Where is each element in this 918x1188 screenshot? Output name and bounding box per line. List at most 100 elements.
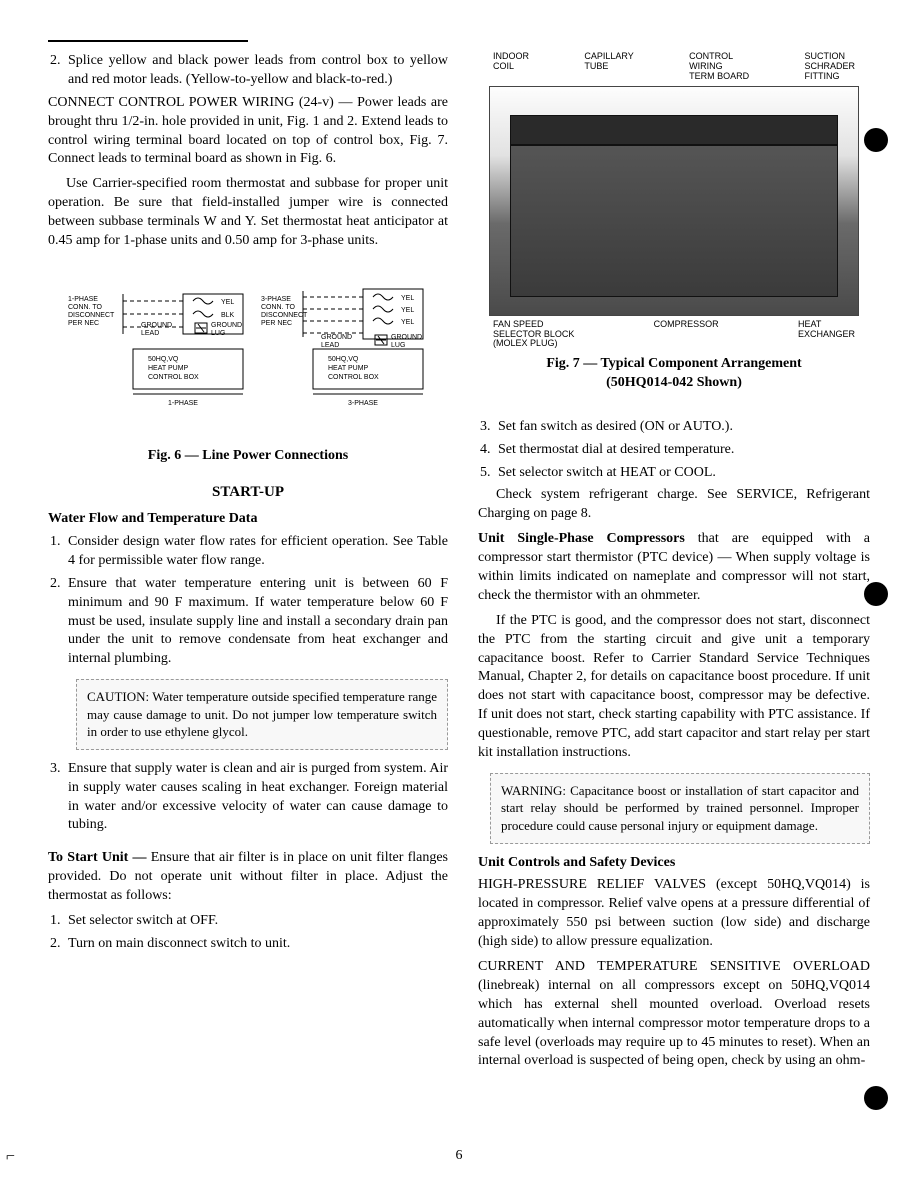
wiring-diagram: YEL BLK 1-PHASE CONN. TO DISCONNECT PER … [63, 279, 433, 439]
svg-text:50HQ,VQ: 50HQ,VQ [328, 356, 359, 363]
warning-box: WARNING: Capacitance boost or installati… [490, 773, 870, 844]
list-item: 5. Set selector switch at HEAT or COOL. [478, 464, 870, 483]
startup-heading: START-UP [48, 482, 448, 502]
svg-text:YEL: YEL [401, 295, 414, 302]
svg-text:CONTROL BOX: CONTROL BOX [328, 374, 379, 381]
to-start-paragraph: To Start Unit — Ensure that air filter i… [48, 849, 448, 906]
svg-text:PER NEC: PER NEC [261, 320, 292, 327]
svg-text:GROUND: GROUND [321, 334, 352, 341]
svg-text:3-PHASE: 3-PHASE [348, 400, 378, 407]
list-text: Splice yellow and black power leads from… [68, 52, 448, 90]
callout: FAN SPEEDSELECTOR BLOCK(MOLEX PLUG) [493, 320, 574, 350]
list-text: Set thermostat dial at desired temperatu… [498, 441, 870, 460]
list-text: Ensure that water temperature entering u… [68, 575, 448, 669]
figure-7-top-callouts: INDOORCOIL CAPILLARYTUBE CONTROLWIRINGTE… [489, 52, 859, 86]
list-text: Set selector switch at HEAT or COOL. [498, 464, 870, 483]
list-number: 3. [48, 760, 68, 836]
svg-text:3-PHASE: 3-PHASE [261, 296, 291, 303]
left-column: 2. Splice yellow and black power leads f… [48, 52, 448, 1077]
svg-text:DISCONNECT: DISCONNECT [261, 312, 308, 319]
svg-text:50HQ,VQ: 50HQ,VQ [148, 356, 179, 363]
list-number: 5. [478, 464, 498, 483]
figure-7-photo [489, 86, 859, 316]
list-item: 1. Set selector switch at OFF. [48, 912, 448, 931]
list-number: 1. [48, 912, 68, 931]
callout-text: CAPILLARYTUBE [584, 51, 633, 71]
svg-text:CONTROL BOX: CONTROL BOX [148, 374, 199, 381]
callout: CONTROLWIRINGTERM BOARD [689, 52, 749, 82]
svg-text:1-PHASE: 1-PHASE [168, 400, 198, 407]
two-column-layout: 2. Splice yellow and black power leads f… [48, 52, 870, 1077]
svg-text:YEL: YEL [221, 299, 234, 306]
punch-hole-marker [864, 128, 888, 152]
list-item: 1. Consider design water flow rates for … [48, 533, 448, 571]
caution-box: CAUTION: Water temperature outside speci… [76, 679, 448, 750]
paragraph: Check system refrigerant charge. See SER… [478, 486, 870, 524]
callout: COMPRESSOR [654, 320, 719, 350]
callout-text: FAN SPEEDSELECTOR BLOCK(MOLEX PLUG) [493, 319, 574, 349]
svg-text:LUG: LUG [211, 330, 225, 337]
figure-6-caption: Fig. 6 — Line Power Connections [48, 447, 448, 466]
svg-text:GROUND: GROUND [391, 334, 422, 341]
svg-text:HEAT PUMP: HEAT PUMP [328, 365, 369, 372]
callout-text: SUCTIONSCHRADERFITTING [804, 51, 855, 81]
svg-text:YEL: YEL [401, 307, 414, 314]
callout: INDOORCOIL [493, 52, 529, 82]
svg-text:LUG: LUG [391, 342, 405, 349]
punch-hole-marker [864, 582, 888, 606]
callout-text: HEATEXCHANGER [798, 319, 855, 339]
list-number: 2. [48, 52, 68, 90]
list-text: Turn on main disconnect switch to unit. [68, 935, 448, 954]
list-item: 3. Set fan switch as desired (ON or AUTO… [478, 418, 870, 437]
callout: HEATEXCHANGER [798, 320, 855, 350]
paragraph: HIGH-PRESSURE RELIEF VALVES (except 50HQ… [478, 876, 870, 952]
callout-text: CONTROLWIRINGTERM BOARD [689, 51, 749, 81]
callout-text: INDOORCOIL [493, 51, 529, 71]
figure-6-diagram: YEL BLK 1-PHASE CONN. TO DISCONNECT PER … [48, 279, 448, 466]
list-item: 4. Set thermostat dial at desired temper… [478, 441, 870, 460]
paragraph: If the PTC is good, and the compressor d… [478, 612, 870, 763]
svg-text:LEAD: LEAD [321, 342, 339, 349]
svg-text:BLK: BLK [221, 312, 235, 319]
svg-text:CONN. TO: CONN. TO [261, 304, 296, 311]
list-number: 2. [48, 935, 68, 954]
list-text: Set selector switch at OFF. [68, 912, 448, 931]
subheading-water-flow: Water Flow and Temperature Data [48, 510, 448, 529]
svg-text:1-PHASE: 1-PHASE [68, 296, 98, 303]
list-text: Set fan switch as desired (ON or AUTO.). [498, 418, 870, 437]
list-text: Consider design water flow rates for eff… [68, 533, 448, 571]
to-start-label: To Start Unit — [48, 850, 147, 865]
list-item: 3. Ensure that supply water is clean and… [48, 760, 448, 836]
corner-mark: ⌐ [6, 1146, 15, 1168]
svg-text:YEL: YEL [401, 319, 414, 326]
list-text: Ensure that supply water is clean and ai… [68, 760, 448, 836]
svg-text:HEAT PUMP: HEAT PUMP [148, 365, 189, 372]
list-item: 2. Splice yellow and black power leads f… [48, 52, 448, 90]
list-number: 3. [478, 418, 498, 437]
list-number: 4. [478, 441, 498, 460]
paragraph: CURRENT AND TEMPERATURE SENSITIVE OVERLO… [478, 958, 870, 1071]
svg-text:DISCONNECT: DISCONNECT [68, 312, 115, 319]
figure-7-caption: Fig. 7 — Typical Component Arrangement (… [478, 355, 870, 391]
subheading-controls: Unit Controls and Safety Devices [478, 854, 870, 873]
callout-text: COMPRESSOR [654, 319, 719, 329]
caption-line: (50HQ014-042 Shown) [478, 374, 870, 392]
callout: SUCTIONSCHRADERFITTING [804, 52, 855, 82]
svg-text:GROUND: GROUND [141, 322, 172, 329]
figure-7-bottom-callouts: FAN SPEEDSELECTOR BLOCK(MOLEX PLUG) COMP… [489, 316, 859, 350]
list-item: 2. Ensure that water temperature enterin… [48, 575, 448, 669]
svg-text:CONN. TO: CONN. TO [68, 304, 103, 311]
runin-label: Unit Single-Phase Compressors [478, 531, 685, 546]
right-column: INDOORCOIL CAPILLARYTUBE CONTROLWIRINGTE… [478, 52, 870, 1077]
svg-text:LEAD: LEAD [141, 330, 159, 337]
callout: CAPILLARYTUBE [584, 52, 633, 82]
list-number: 1. [48, 533, 68, 571]
page-number: 6 [456, 1147, 463, 1166]
svg-text:PER NEC: PER NEC [68, 320, 99, 327]
paragraph: CONNECT CONTROL POWER WIRING (24-v) — Po… [48, 94, 448, 170]
list-number: 2. [48, 575, 68, 669]
svg-text:GROUND: GROUND [211, 322, 242, 329]
paragraph: Use Carrier-specified room thermostat an… [48, 175, 448, 251]
punch-hole-marker [864, 1086, 888, 1110]
list-item: 2. Turn on main disconnect switch to uni… [48, 935, 448, 954]
